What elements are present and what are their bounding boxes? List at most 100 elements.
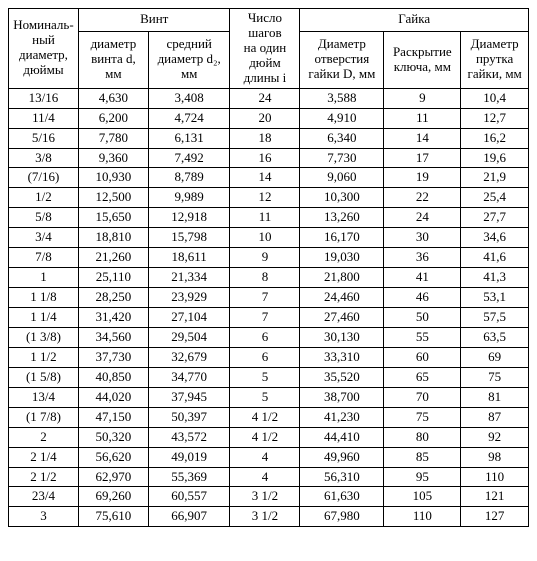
table-cell: 31,420 xyxy=(78,308,148,328)
subheader-nut-D: Диаметротверстиягайки D, мм xyxy=(300,31,384,88)
table-cell: 44,410 xyxy=(300,427,384,447)
table-row: 5/815,65012,9181113,2602427,7 xyxy=(9,208,529,228)
table-cell: 18 xyxy=(230,128,300,148)
table-cell: 27,7 xyxy=(461,208,529,228)
table-cell: 110 xyxy=(384,507,461,527)
table-cell: 44,020 xyxy=(78,387,148,407)
table-cell: 43,572 xyxy=(148,427,230,447)
table-cell: 6 xyxy=(230,327,300,347)
table-cell: 10 xyxy=(230,228,300,248)
subheader-nut-key: Раскрытиеключа, мм xyxy=(384,31,461,88)
table-cell: 16 xyxy=(230,148,300,168)
table-row: 2 1/456,62049,019449,9608598 xyxy=(9,447,529,467)
table-cell: 37,730 xyxy=(78,347,148,367)
table-row: 5/167,7806,131186,3401416,2 xyxy=(9,128,529,148)
header-nut-group: Гайка xyxy=(300,9,529,32)
table-cell: 5/8 xyxy=(9,208,79,228)
table-cell: 49,960 xyxy=(300,447,384,467)
table-cell: 19,030 xyxy=(300,248,384,268)
table-cell: 24 xyxy=(384,208,461,228)
table-cell: 25,4 xyxy=(461,188,529,208)
table-cell: 4,724 xyxy=(148,108,230,128)
table-body: 13/164,6303,408243,588910,411/46,2004,72… xyxy=(9,88,529,527)
table-cell: 62,970 xyxy=(78,467,148,487)
table-cell: 23/4 xyxy=(9,487,79,507)
table-cell: 50,397 xyxy=(148,407,230,427)
table-cell: 6 xyxy=(230,347,300,367)
table-cell: 1 1/4 xyxy=(9,308,79,328)
table-cell: 1 xyxy=(9,268,79,288)
table-cell: 50 xyxy=(384,308,461,328)
table-cell: 27,460 xyxy=(300,308,384,328)
table-cell: 55,369 xyxy=(148,467,230,487)
table-row: (1 5/8)40,85034,770535,5206575 xyxy=(9,367,529,387)
table-cell: 41,230 xyxy=(300,407,384,427)
table-cell: 35,520 xyxy=(300,367,384,387)
table-cell: 1 1/2 xyxy=(9,347,79,367)
table-row: 7/821,26018,611919,0303641,6 xyxy=(9,248,529,268)
table-cell: 5 xyxy=(230,367,300,387)
table-cell: 66,907 xyxy=(148,507,230,527)
table-cell: 57,5 xyxy=(461,308,529,328)
header-screw-group: Винт xyxy=(78,9,230,32)
table-row: 375,61066,9073 1/267,980110127 xyxy=(9,507,529,527)
table-row: 2 1/262,97055,369456,31095110 xyxy=(9,467,529,487)
table-cell: 21,260 xyxy=(78,248,148,268)
table-row: (1 7/8)47,15050,3974 1/241,2307587 xyxy=(9,407,529,427)
table-row: 13/164,6303,408243,588910,4 xyxy=(9,88,529,108)
table-cell: 40,850 xyxy=(78,367,148,387)
table-cell: 15,650 xyxy=(78,208,148,228)
table-cell: 49,019 xyxy=(148,447,230,467)
table-cell: 3 1/2 xyxy=(230,487,300,507)
table-cell: 3,588 xyxy=(300,88,384,108)
table-cell: 1 1/8 xyxy=(9,288,79,308)
table-cell: 70 xyxy=(384,387,461,407)
table-cell: 5 xyxy=(230,387,300,407)
table-cell: 65 xyxy=(384,367,461,387)
table-cell: 47,150 xyxy=(78,407,148,427)
table-cell: 53,1 xyxy=(461,288,529,308)
table-cell: 24,460 xyxy=(300,288,384,308)
table-cell: 13/16 xyxy=(9,88,79,108)
table-cell: 50,320 xyxy=(78,427,148,447)
table-cell: 60,557 xyxy=(148,487,230,507)
table-cell: 4,630 xyxy=(78,88,148,108)
table-cell: 5/16 xyxy=(9,128,79,148)
table-cell: 14 xyxy=(384,128,461,148)
spec-table: Номиналь-ныйдиаметр,дюймы Винт Числошаго… xyxy=(8,8,529,527)
table-cell: 6,131 xyxy=(148,128,230,148)
table-cell: 7,492 xyxy=(148,148,230,168)
table-cell: 105 xyxy=(384,487,461,507)
table-cell: 61,630 xyxy=(300,487,384,507)
table-cell: 7 xyxy=(230,288,300,308)
table-cell: 34,770 xyxy=(148,367,230,387)
table-cell: 12,500 xyxy=(78,188,148,208)
table-cell: 80 xyxy=(384,427,461,447)
table-cell: 34,560 xyxy=(78,327,148,347)
table-cell: 7 xyxy=(230,308,300,328)
table-cell: 8,789 xyxy=(148,168,230,188)
table-cell: 21,334 xyxy=(148,268,230,288)
table-cell: 9 xyxy=(230,248,300,268)
table-cell: 7/8 xyxy=(9,248,79,268)
table-cell: 24 xyxy=(230,88,300,108)
table-row: 1 1/237,73032,679633,3106069 xyxy=(9,347,529,367)
table-cell: 12 xyxy=(230,188,300,208)
table-cell: 37,945 xyxy=(148,387,230,407)
table-cell: 4 xyxy=(230,447,300,467)
table-cell: (1 3/8) xyxy=(9,327,79,347)
table-cell: 87 xyxy=(461,407,529,427)
table-cell: 27,104 xyxy=(148,308,230,328)
table-row: (7/16)10,9308,789149,0601921,9 xyxy=(9,168,529,188)
table-cell: 12,918 xyxy=(148,208,230,228)
table-head: Номиналь-ныйдиаметр,дюймы Винт Числошаго… xyxy=(9,9,529,89)
table-cell: 46 xyxy=(384,288,461,308)
header-nominal: Номиналь-ныйдиаметр,дюймы xyxy=(9,9,79,89)
table-row: 1 1/828,25023,929724,4604653,1 xyxy=(9,288,529,308)
table-cell: 3/8 xyxy=(9,148,79,168)
subheader-screw-d2: среднийдиаметр d₂,мм xyxy=(148,31,230,88)
table-cell: 98 xyxy=(461,447,529,467)
table-cell: 11 xyxy=(230,208,300,228)
table-cell: 63,5 xyxy=(461,327,529,347)
table-cell: 2 1/2 xyxy=(9,467,79,487)
